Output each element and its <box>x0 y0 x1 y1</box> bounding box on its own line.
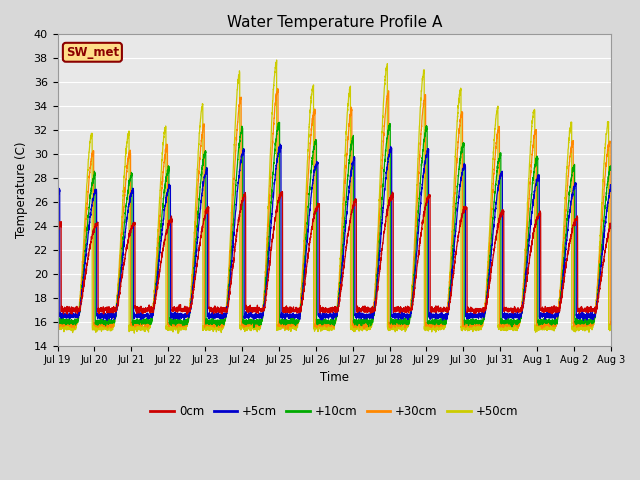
+10cm <box>607 166 614 171</box>
0cm <box>607 221 614 227</box>
+30cm <box>153 260 161 266</box>
0cm <box>607 226 614 231</box>
+50cm <box>458 328 466 334</box>
+10cm <box>276 120 284 125</box>
+30cm <box>284 326 292 332</box>
0cm <box>153 284 161 289</box>
+50cm <box>607 325 614 331</box>
+5cm <box>580 317 588 323</box>
+5cm <box>458 169 466 175</box>
+5cm <box>276 141 284 147</box>
+5cm <box>314 160 321 166</box>
+50cm <box>428 329 436 335</box>
Line: +5cm: +5cm <box>58 144 611 320</box>
+50cm <box>314 328 321 334</box>
+50cm <box>54 324 61 330</box>
+10cm <box>490 202 498 208</box>
Line: +10cm: +10cm <box>58 122 611 327</box>
+5cm <box>607 184 614 190</box>
0cm <box>278 189 286 195</box>
+30cm <box>490 171 498 177</box>
0cm <box>490 250 498 256</box>
+50cm <box>607 322 614 328</box>
0cm <box>314 200 321 206</box>
+5cm <box>607 185 614 191</box>
+10cm <box>428 319 436 325</box>
Y-axis label: Temperature (C): Temperature (C) <box>15 142 28 238</box>
Line: +30cm: +30cm <box>58 89 611 329</box>
+5cm <box>153 279 161 285</box>
X-axis label: Time: Time <box>320 371 349 384</box>
+50cm <box>153 245 161 251</box>
Text: SW_met: SW_met <box>66 46 119 59</box>
+50cm <box>174 331 182 336</box>
+30cm <box>428 322 436 327</box>
+30cm <box>607 321 614 326</box>
+10cm <box>607 164 614 169</box>
+10cm <box>153 273 161 278</box>
+10cm <box>54 175 61 180</box>
+5cm <box>428 311 435 316</box>
+30cm <box>314 321 321 326</box>
Legend: 0cm, +5cm, +10cm, +30cm, +50cm: 0cm, +5cm, +10cm, +30cm, +50cm <box>146 400 523 422</box>
+10cm <box>458 143 466 149</box>
Title: Water Temperature Profile A: Water Temperature Profile A <box>227 15 442 30</box>
0cm <box>458 214 466 220</box>
0cm <box>183 312 191 317</box>
Line: +50cm: +50cm <box>58 60 611 334</box>
+5cm <box>54 191 61 197</box>
0cm <box>428 306 436 312</box>
+5cm <box>490 221 497 227</box>
+30cm <box>54 322 61 328</box>
+50cm <box>273 57 280 63</box>
+10cm <box>314 319 321 324</box>
+30cm <box>274 86 282 92</box>
+10cm <box>250 324 258 330</box>
0cm <box>54 228 61 233</box>
+50cm <box>490 145 498 151</box>
Line: 0cm: 0cm <box>58 192 611 314</box>
+30cm <box>458 112 466 118</box>
+30cm <box>607 321 614 327</box>
